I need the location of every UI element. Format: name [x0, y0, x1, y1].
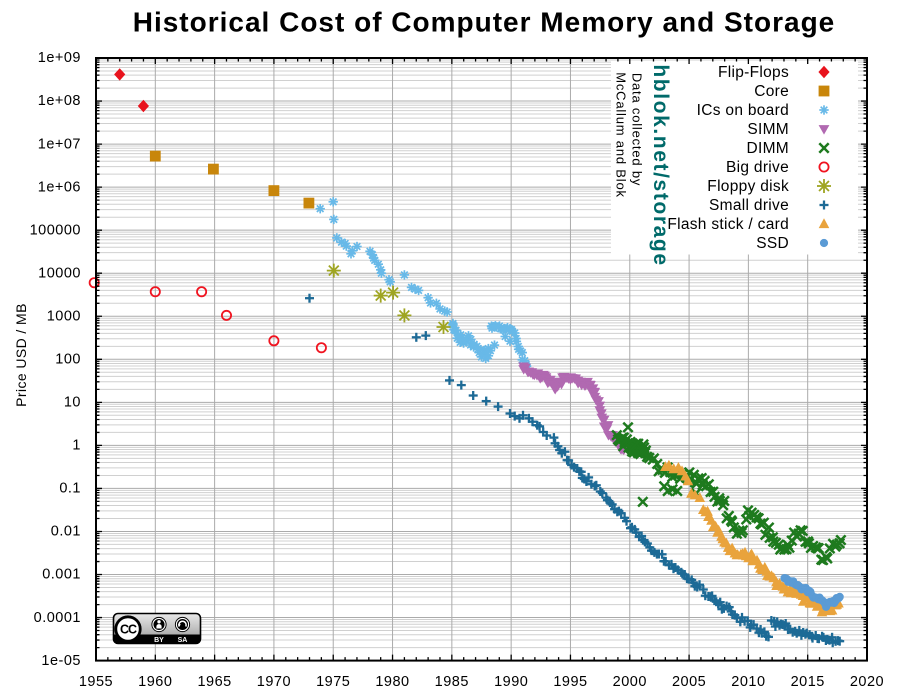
- svg-text:Big drive: Big drive: [726, 159, 789, 176]
- svg-text:Small drive: Small drive: [709, 197, 789, 214]
- svg-text:1e+08: 1e+08: [38, 93, 81, 109]
- svg-text:2015: 2015: [791, 674, 825, 690]
- svg-text:1975: 1975: [316, 674, 350, 690]
- svg-text:Historical Cost of Computer Me: Historical Cost of Computer Memory and S…: [133, 7, 836, 38]
- svg-text:1e-05: 1e-05: [41, 653, 81, 669]
- svg-text:2010: 2010: [731, 674, 765, 690]
- svg-text:1985: 1985: [435, 674, 469, 690]
- svg-text:SA: SA: [178, 637, 188, 644]
- svg-text:0.01: 0.01: [51, 524, 81, 540]
- svg-text:DIMM: DIMM: [746, 140, 789, 157]
- svg-text:SIMM: SIMM: [747, 121, 789, 138]
- svg-text:1955: 1955: [79, 674, 113, 690]
- svg-text:1e+06: 1e+06: [38, 179, 81, 195]
- svg-text:Flash stick / card: Flash stick / card: [667, 216, 789, 233]
- svg-text:1: 1: [72, 438, 81, 454]
- svg-text:1965: 1965: [197, 674, 231, 690]
- svg-text:1990: 1990: [494, 674, 528, 690]
- svg-text:hblok.net/storage: hblok.net/storage: [649, 64, 672, 266]
- svg-text:2020: 2020: [850, 674, 884, 690]
- svg-text:Data collected by: Data collected by: [630, 73, 645, 186]
- svg-text:1970: 1970: [257, 674, 291, 690]
- svg-text:0.001: 0.001: [42, 567, 81, 583]
- svg-text:Price USD / MB: Price USD / MB: [13, 303, 29, 407]
- svg-text:Floppy disk: Floppy disk: [707, 178, 789, 195]
- svg-text:1e+07: 1e+07: [38, 136, 81, 152]
- svg-text:10000: 10000: [38, 265, 81, 281]
- svg-text:SSD: SSD: [756, 235, 789, 252]
- svg-text:Core: Core: [754, 83, 789, 100]
- svg-text:1960: 1960: [138, 674, 172, 690]
- svg-text:BY: BY: [154, 637, 164, 644]
- svg-text:1995: 1995: [553, 674, 587, 690]
- svg-text:2000: 2000: [613, 674, 647, 690]
- svg-text:McCallum and Blok: McCallum and Blok: [614, 72, 629, 198]
- svg-text:10: 10: [64, 395, 81, 411]
- svg-text:CC: CC: [120, 623, 137, 637]
- svg-text:1980: 1980: [375, 674, 409, 690]
- svg-text:100: 100: [55, 352, 81, 368]
- svg-text:1000: 1000: [47, 309, 81, 325]
- svg-text:ICs on board: ICs on board: [697, 102, 789, 119]
- svg-text:2005: 2005: [672, 674, 706, 690]
- svg-text:100000: 100000: [30, 222, 81, 238]
- svg-text:0.0001: 0.0001: [34, 610, 81, 626]
- svg-text:Flip-Flops: Flip-Flops: [718, 64, 789, 81]
- svg-text:0.1: 0.1: [59, 481, 81, 497]
- svg-text:1e+09: 1e+09: [38, 50, 81, 66]
